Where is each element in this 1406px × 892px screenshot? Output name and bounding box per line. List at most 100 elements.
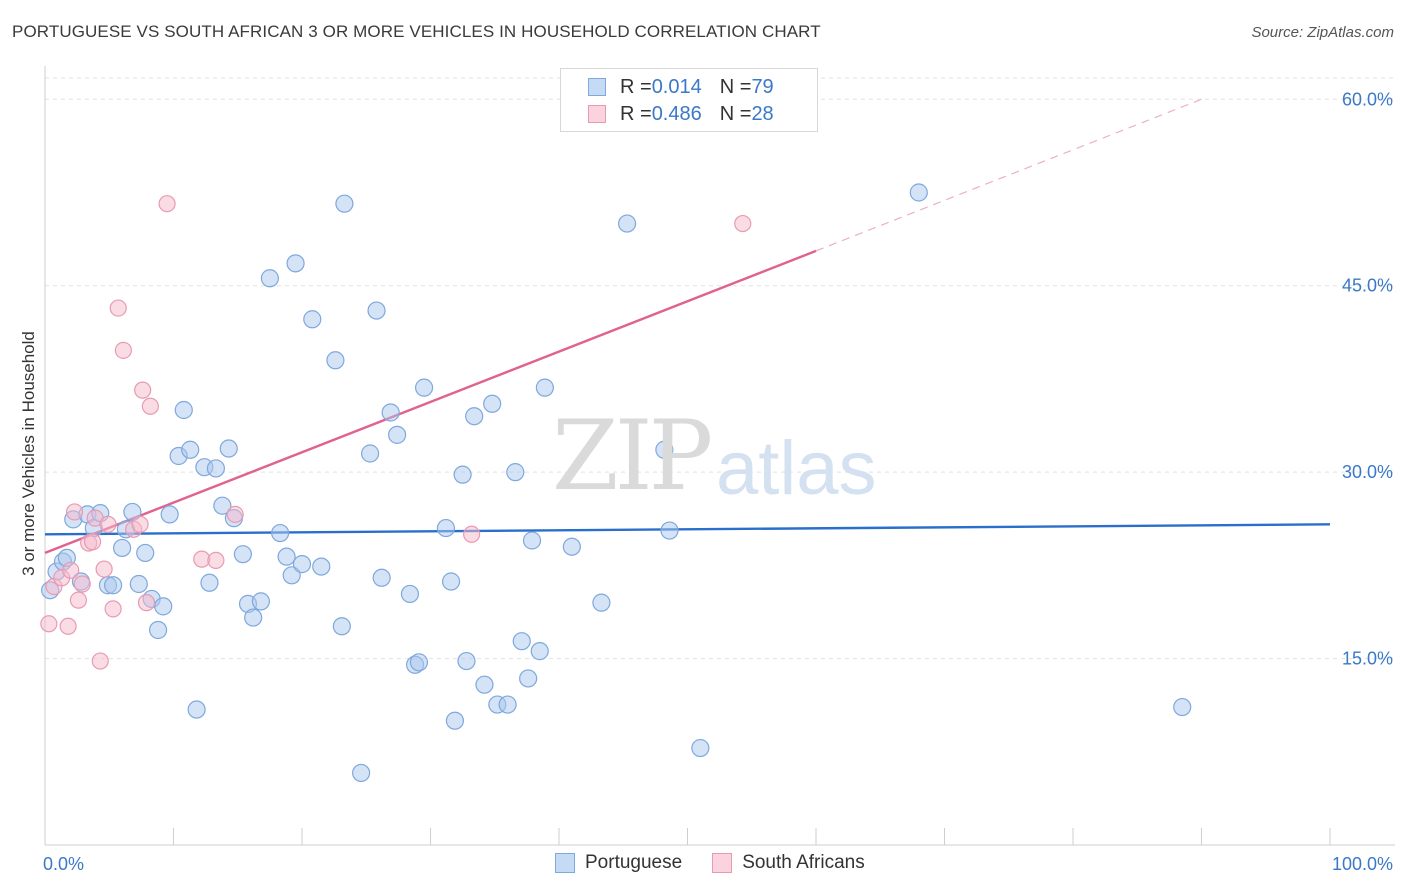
data-point — [372, 568, 391, 587]
data-point — [154, 597, 173, 616]
south-africans-swatch — [588, 105, 606, 123]
data-point — [387, 425, 407, 444]
legend-item-portuguese[interactable]: Portuguese — [555, 852, 682, 874]
data-point — [691, 738, 710, 758]
legend-row-portuguese: R = 0.014 N = 79 — [561, 74, 774, 100]
data-point — [312, 557, 331, 576]
portuguese-swatch — [588, 78, 606, 96]
r-label: R = — [620, 75, 652, 98]
data-point — [441, 572, 461, 591]
data-point — [535, 378, 554, 397]
x-tick-label-max: 100.0% — [1332, 854, 1393, 874]
data-point — [131, 515, 149, 533]
data-point — [114, 341, 132, 359]
data-point — [465, 407, 484, 426]
y-tick-label: 30.0% — [1342, 462, 1393, 482]
data-point — [137, 594, 156, 612]
y-tick-label: 60.0% — [1342, 89, 1393, 109]
data-point — [158, 195, 176, 213]
data-point — [104, 576, 123, 595]
south-africans-swatch — [712, 853, 733, 873]
data-point — [40, 615, 58, 633]
watermark-zip: ZIP — [552, 400, 713, 512]
data-point — [592, 593, 611, 612]
legend-item-south-africans[interactable]: South Africans — [712, 852, 865, 874]
data-point — [618, 214, 637, 233]
trend-line — [44, 249, 817, 555]
data-point — [193, 550, 211, 568]
tick-labels: 15.0% 30.0% 45.0% 60.0% 0.0% 100.0% — [43, 89, 1393, 874]
data-point — [141, 397, 159, 415]
data-point — [414, 378, 434, 397]
data-point — [1173, 697, 1192, 717]
r-label: R = — [620, 102, 652, 125]
grid — [45, 77, 1395, 660]
data-point — [148, 620, 168, 640]
series-legend: Portuguese South Africans — [555, 852, 895, 874]
data-point — [104, 600, 122, 618]
data-point — [271, 523, 290, 543]
data-point — [251, 592, 270, 611]
trend-lines — [44, 98, 1331, 555]
data-point — [160, 505, 179, 524]
r-value: 0.014 — [651, 75, 702, 98]
n-value: 28 — [751, 102, 774, 125]
data-point — [512, 632, 531, 651]
data-point — [352, 763, 371, 783]
correlation-legend: R = 0.014 N = 79 R = 0.486 N = 28 — [560, 68, 818, 132]
data-point — [292, 555, 312, 574]
trend-line — [44, 523, 1331, 536]
data-point — [498, 695, 517, 714]
data-point — [400, 584, 420, 604]
data-point — [219, 439, 238, 458]
data-point — [174, 400, 193, 420]
data-point — [233, 545, 252, 564]
data-point — [206, 459, 226, 478]
y-tick-label: 45.0% — [1342, 276, 1393, 296]
legend-label: Portuguese — [585, 852, 683, 873]
data-point — [200, 573, 219, 592]
data-point — [562, 537, 581, 556]
data-point — [112, 538, 132, 558]
data-point — [530, 642, 549, 661]
data-point — [522, 531, 542, 550]
data-points — [40, 183, 1192, 783]
data-point — [475, 675, 494, 694]
data-point — [506, 463, 525, 482]
data-point — [463, 525, 481, 543]
data-point — [335, 194, 354, 213]
data-point — [332, 617, 351, 636]
axes — [44, 66, 1395, 846]
data-point — [303, 310, 322, 329]
data-point — [136, 543, 155, 563]
data-point — [226, 505, 244, 524]
n-label: N = — [719, 102, 752, 125]
data-point — [326, 351, 345, 370]
y-axis-label: 3 or more Vehicles in Household — [19, 331, 38, 576]
data-point — [655, 440, 674, 459]
data-point — [59, 617, 77, 635]
data-point — [483, 394, 502, 413]
data-point — [73, 575, 91, 593]
x-tick-label-min: 0.0% — [43, 854, 84, 874]
data-point — [361, 444, 380, 463]
data-point — [62, 561, 80, 579]
data-point — [381, 403, 400, 422]
trend-line-extension — [815, 98, 1202, 252]
data-point — [181, 440, 200, 459]
data-point — [734, 214, 752, 233]
data-point — [457, 651, 476, 671]
data-point — [187, 700, 206, 719]
r-value: 0.486 — [651, 102, 702, 125]
y-tick-label: 15.0% — [1342, 649, 1393, 669]
data-point — [436, 518, 456, 538]
data-point — [83, 533, 102, 551]
data-point — [453, 465, 472, 484]
legend-row-south-africans: R = 0.486 N = 28 — [561, 101, 774, 127]
data-point — [286, 254, 305, 273]
data-point — [260, 269, 279, 288]
data-point — [213, 496, 232, 515]
data-point — [109, 299, 127, 317]
data-point — [134, 381, 152, 399]
